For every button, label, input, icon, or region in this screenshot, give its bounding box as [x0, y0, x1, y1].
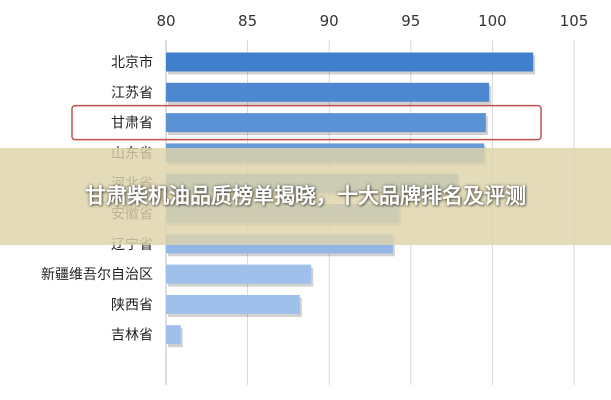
- category-label: 吉林省: [111, 328, 153, 344]
- banner-title: 甘肃柴机油品质榜单揭晓，十大品牌排名及评测: [85, 184, 526, 208]
- x-tick-label: 90: [320, 12, 339, 30]
- x-tick-label: 100: [478, 12, 507, 30]
- bar: [166, 294, 300, 314]
- bar: [166, 113, 486, 133]
- bar: [166, 82, 490, 102]
- category-label: 甘肃省: [111, 116, 153, 132]
- highlight-box: [71, 104, 542, 141]
- category-label: 江苏省: [111, 85, 153, 101]
- bar: [166, 325, 181, 345]
- x-tick-label: 105: [560, 12, 589, 30]
- title-banner: 甘肃柴机油品质榜单揭晓，十大品牌排名及评测: [0, 148, 611, 245]
- bar: [166, 264, 312, 284]
- bar: [166, 52, 534, 72]
- x-tick-label: 85: [238, 12, 257, 30]
- category-label: 陕西省: [111, 297, 153, 313]
- category-label: 北京市: [111, 54, 153, 71]
- x-tick-label: 80: [156, 12, 175, 30]
- category-label: 新疆维吾尔自治区: [41, 267, 153, 283]
- x-tick-label: 95: [401, 12, 420, 30]
